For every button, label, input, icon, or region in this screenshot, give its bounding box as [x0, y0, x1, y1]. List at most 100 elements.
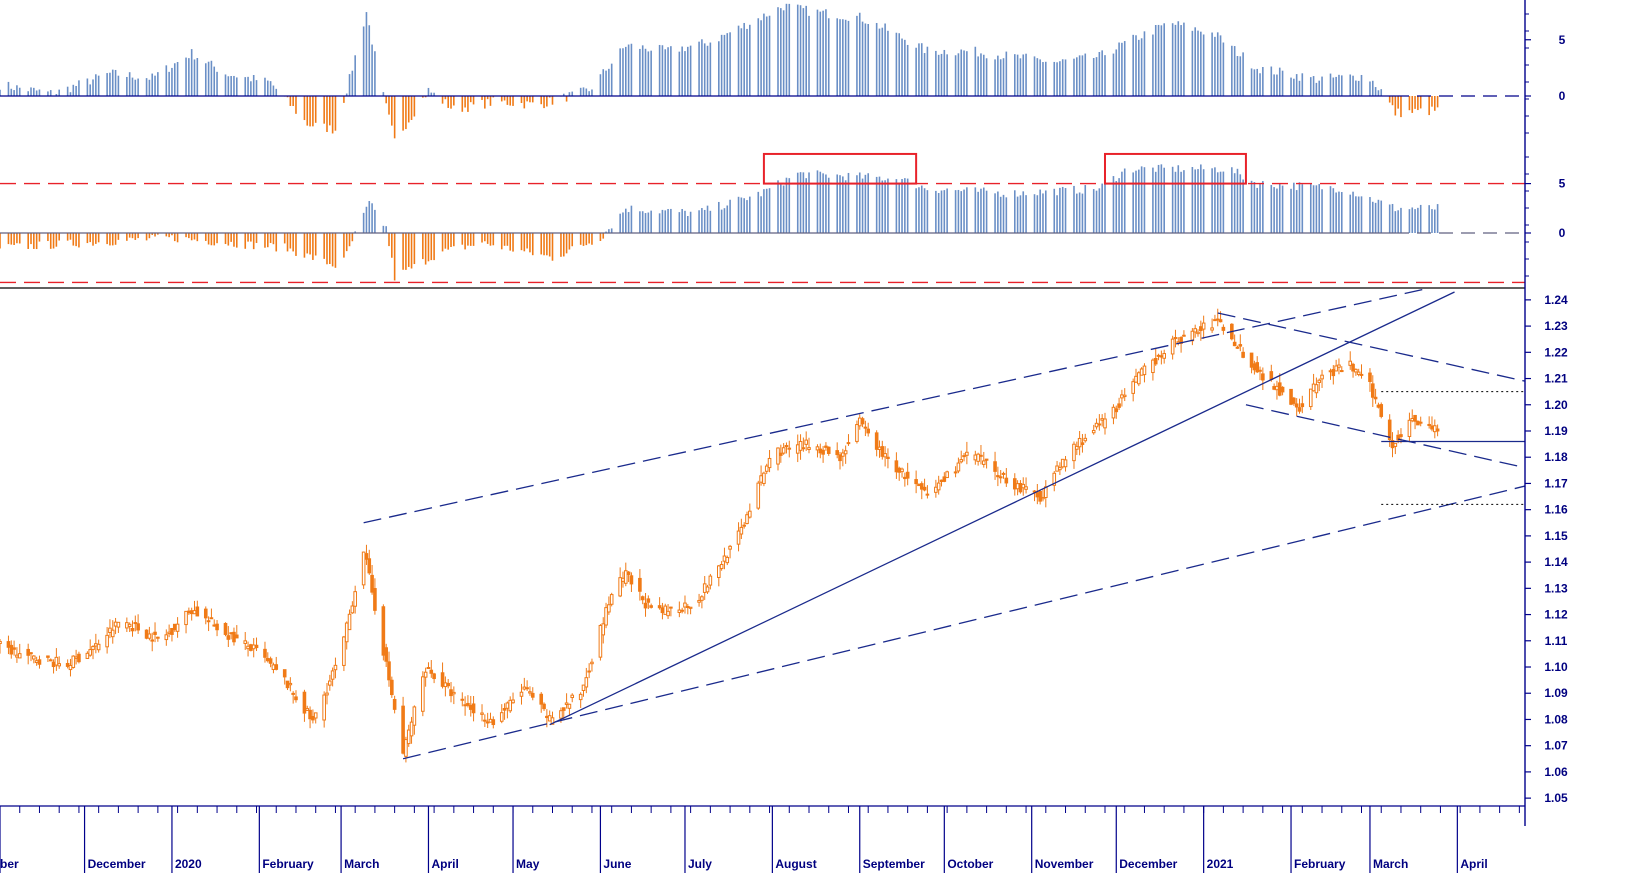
price-candle [136, 623, 140, 631]
price-candle [748, 510, 752, 518]
price-candle [1018, 483, 1023, 493]
price-candle [330, 670, 335, 680]
price-panel [0, 288, 1526, 763]
price-candle [192, 610, 197, 615]
price-candle [719, 563, 724, 570]
price-candle [1339, 370, 1344, 373]
price-candle [144, 629, 149, 639]
price-candle [71, 655, 76, 668]
price-candle [640, 596, 645, 601]
price-candle [1001, 472, 1006, 475]
price-candle [618, 577, 622, 597]
price-candle [172, 623, 177, 631]
lower-histogram-y-tick-label: 5 [1559, 177, 1566, 191]
price-candle [505, 702, 510, 709]
price-candle [1038, 491, 1042, 502]
price-candle [1100, 418, 1104, 421]
price-candle [880, 446, 885, 457]
price-candle [1376, 404, 1381, 408]
price-candle [559, 710, 563, 719]
price-candle [776, 447, 780, 465]
price-candle [542, 703, 546, 710]
price-candle [1351, 363, 1355, 372]
x-month-label: December [1119, 857, 1177, 871]
price-candle [1238, 344, 1243, 347]
price-candle [1210, 327, 1214, 331]
price-candle [466, 702, 470, 706]
price-candle [855, 424, 859, 442]
price-candle [638, 577, 642, 592]
price-candle [29, 652, 33, 655]
price-candle [229, 632, 233, 635]
price-candle [1427, 423, 1431, 426]
price-candle [1075, 445, 1079, 450]
price-candle [440, 672, 445, 687]
price-candle [311, 716, 315, 721]
price-candle [1058, 466, 1062, 471]
price-candle [900, 468, 904, 473]
price-candle [96, 643, 101, 651]
price-candle [288, 682, 293, 686]
price-y-tick-label: 1.09 [1544, 686, 1568, 700]
price-candle [804, 439, 808, 445]
price-candle [525, 687, 529, 690]
price-y-tick-label: 1.22 [1544, 345, 1568, 359]
price-candle [1277, 382, 1282, 396]
price-y-tick-label: 1.11 [1545, 634, 1568, 648]
price-candle [291, 692, 295, 695]
price-candle [539, 693, 544, 705]
price-candle [282, 669, 287, 678]
price-candle [74, 656, 78, 659]
x-month-label: 2021 [1207, 857, 1234, 871]
price-candle [429, 669, 434, 674]
price-candle [598, 624, 603, 658]
price-candle [511, 699, 515, 704]
price-candle [26, 648, 30, 656]
price-candle [1399, 434, 1403, 438]
price-candle [1379, 404, 1384, 417]
price-candle [65, 662, 70, 667]
price-candle [1063, 459, 1068, 468]
price-candle [1193, 328, 1197, 333]
price-candle [669, 606, 673, 609]
price-candle [189, 610, 194, 615]
price-candle [390, 679, 394, 696]
price-candle [423, 671, 428, 678]
price-y-tick-label: 1.14 [1544, 555, 1568, 569]
price-candle [547, 715, 552, 722]
price-candle [421, 676, 425, 712]
price-candle [350, 605, 355, 614]
price-candle [285, 680, 290, 689]
price-candle [1097, 423, 1102, 426]
price-candle [1004, 477, 1009, 484]
price-candle [976, 453, 980, 462]
price-candle [1292, 397, 1296, 404]
price-candle [268, 658, 273, 664]
price-candle [857, 417, 862, 427]
upper-histogram-y-tick-label: 5 [1559, 33, 1566, 47]
price-candle [1218, 319, 1223, 323]
price-y-tick-label: 1.06 [1544, 765, 1568, 779]
price-candle [779, 452, 783, 456]
price-candle [443, 682, 448, 688]
price-candle [1131, 381, 1135, 394]
price-candle [12, 647, 16, 650]
price-candle [1162, 353, 1166, 359]
price-y-tick-label: 1.23 [1544, 319, 1568, 333]
price-candle [471, 703, 476, 714]
price-candle [1413, 414, 1417, 422]
price-candle [623, 570, 628, 584]
price-candle [798, 441, 803, 451]
price-candle [996, 475, 1000, 478]
price-candle [953, 471, 958, 474]
price-candle [874, 432, 879, 450]
price-y-tick-label: 1.24 [1544, 293, 1568, 307]
price-candle [657, 605, 662, 609]
trendline-solid [549, 291, 1455, 726]
price-candle [863, 426, 868, 429]
price-candle [1430, 425, 1434, 430]
price-candle [826, 446, 831, 454]
price-candle [936, 482, 941, 491]
price-candle [702, 583, 707, 593]
